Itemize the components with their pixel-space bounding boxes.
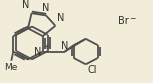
Text: −: − bbox=[129, 14, 135, 23]
Text: N: N bbox=[34, 47, 42, 57]
Text: Br: Br bbox=[118, 16, 129, 26]
Text: +: + bbox=[44, 44, 50, 50]
Text: Cl: Cl bbox=[88, 65, 97, 75]
Text: N: N bbox=[22, 0, 30, 10]
Text: N: N bbox=[61, 41, 68, 51]
Text: N: N bbox=[57, 13, 65, 23]
Text: Me: Me bbox=[5, 62, 18, 72]
Text: N: N bbox=[42, 3, 50, 13]
